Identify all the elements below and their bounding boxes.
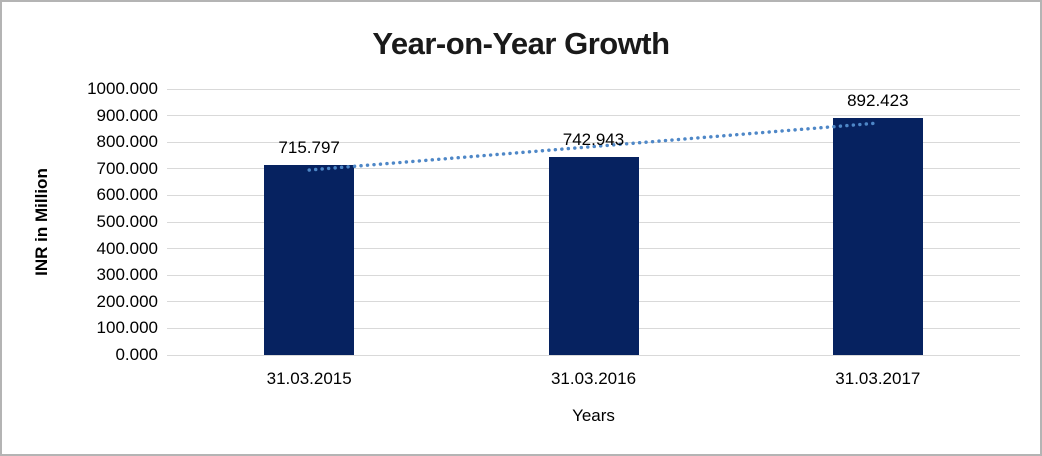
- trendline: [307, 121, 880, 172]
- data-label: 742.943: [562, 130, 625, 150]
- gridline: [167, 88, 1020, 90]
- y-tick-label: 1000.000: [87, 79, 158, 98]
- gridline: [167, 115, 1020, 117]
- x-tick-label: 31.03.2016: [550, 369, 637, 388]
- chart-title: Year-on-Year Growth: [372, 26, 670, 61]
- y-tick-label: 100.000: [96, 318, 158, 338]
- x-axis-title: Years: [572, 406, 615, 425]
- y-tick-label: 300.000: [96, 265, 158, 285]
- y-tick-label: 400.000: [96, 238, 158, 258]
- gridline: [167, 354, 1020, 356]
- x-tick-label: 31.03.2017: [835, 369, 921, 388]
- y-tick-label: 700.000: [96, 158, 158, 178]
- y-tick-label: 900.000: [96, 105, 158, 125]
- y-tick-label: 200.000: [96, 291, 158, 311]
- data-label: 715.797: [278, 137, 340, 157]
- y-tick-label: 600.000: [96, 185, 158, 205]
- bar-31.03.2017: [832, 117, 923, 355]
- y-tick-label: 800.000: [96, 132, 158, 152]
- x-tick-label: 31.03.2015: [266, 369, 352, 388]
- gridline: [167, 141, 1020, 143]
- bar-31.03.2015: [264, 164, 355, 355]
- y-tick-label: 0.000: [115, 345, 158, 364]
- plot-area: 715.797 742.943 892.423: [167, 88, 1020, 356]
- data-label: 892.423: [847, 90, 909, 110]
- bar-31.03.2016: [548, 157, 639, 355]
- y-tick-label: 500.000: [96, 212, 158, 231]
